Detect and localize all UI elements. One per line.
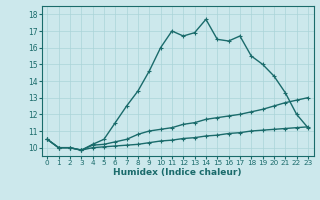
X-axis label: Humidex (Indice chaleur): Humidex (Indice chaleur) xyxy=(113,168,242,177)
